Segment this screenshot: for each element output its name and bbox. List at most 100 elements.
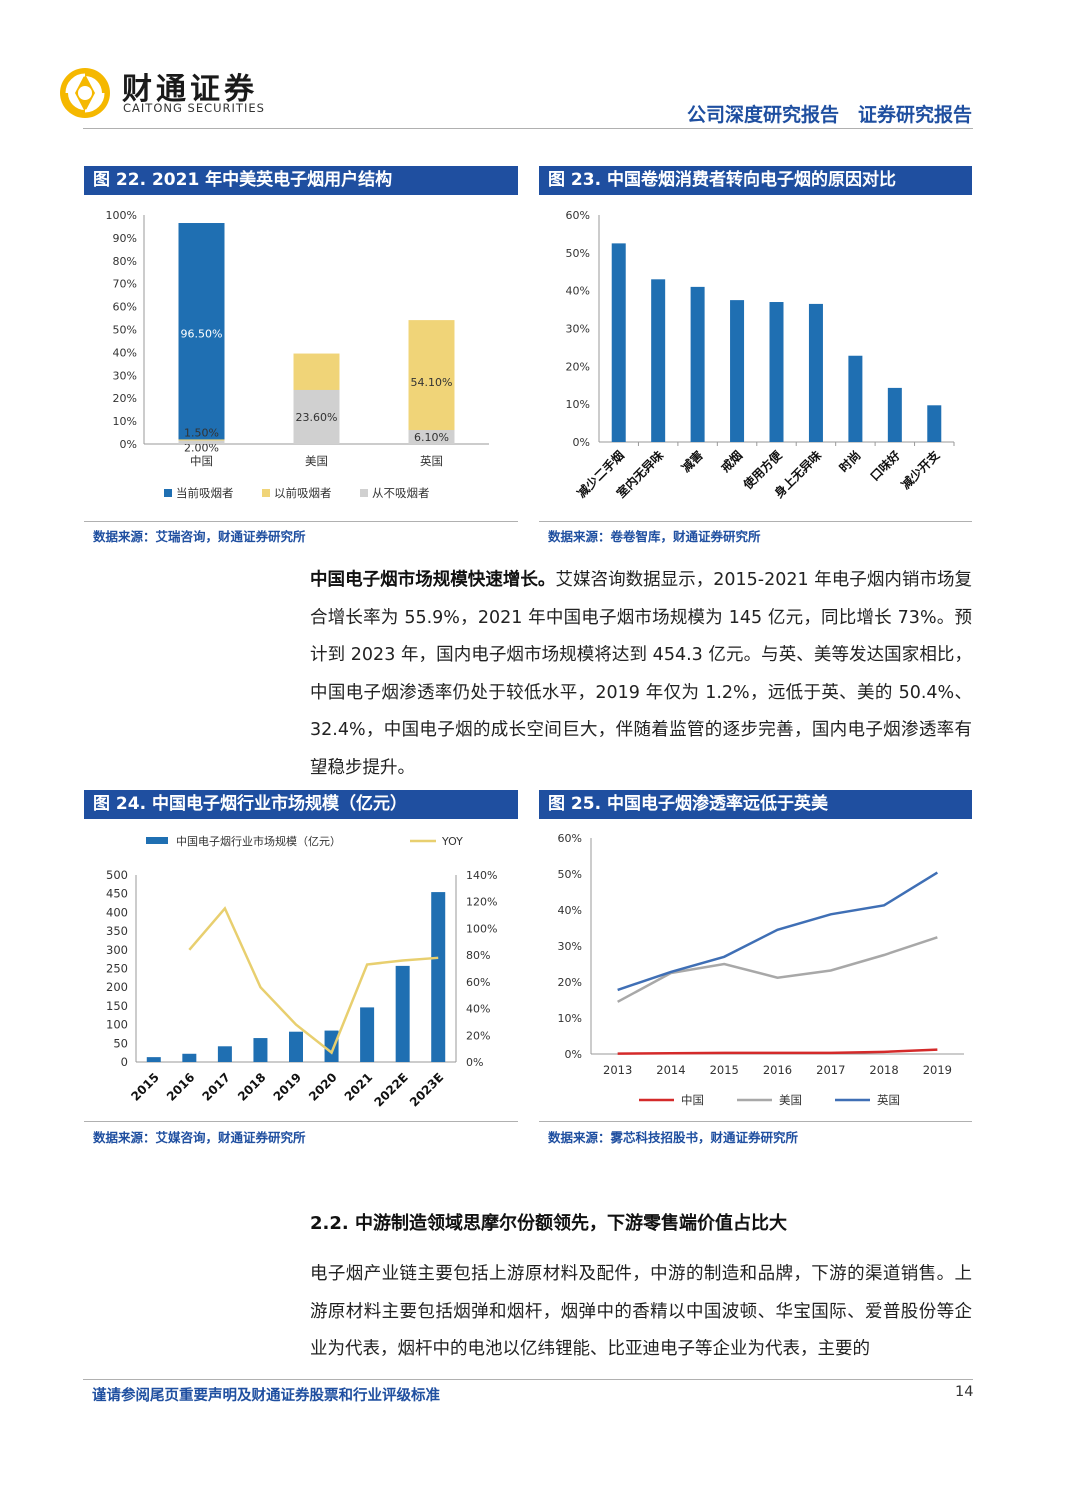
fig24-ytick-right: 20%	[466, 1029, 490, 1042]
fig22-chart: 0% 10% 20% 30% 40% 50% 60% 70% 80% 90% 100% 96.50% 2…	[106, 209, 489, 500]
fig25-series-line	[617, 936, 938, 1003]
fig25-ytick: 50%	[558, 868, 582, 881]
fig22-ytick: 50%	[113, 324, 137, 337]
fig23-source: 数据来源：卷卷智库，财通证券研究所	[548, 529, 761, 544]
fig24-source: 数据来源：艾媒咨询，财通证券研究所	[93, 1130, 306, 1145]
fig25-legend-label: 美国	[779, 1093, 802, 1107]
fig22-legend-label: 从不吸烟者	[372, 486, 430, 500]
fig24-ytick-left: 450	[106, 887, 128, 901]
fig24-ytick-right: 40%	[466, 1003, 490, 1016]
fig24-ytick-left: 100	[106, 1018, 128, 1032]
section-heading: 2.2. 中游制造领域思摩尔份额领先，下游零售端价值占比大	[310, 1213, 787, 1234]
fig24-chart: 0 50 100 150 200 250 300 350 400 450 500 0% 20% 40% 60…	[106, 834, 497, 1110]
fig25-xtick: 2019	[923, 1063, 952, 1077]
fig24-source-rule	[84, 1121, 518, 1122]
fig22-bar-segment	[178, 223, 225, 444]
fig23-ytick: 60%	[566, 209, 590, 222]
fig24-ytick-left: 200	[106, 980, 128, 994]
fig23-bar	[848, 355, 863, 442]
fig24-bar	[431, 892, 446, 1062]
fig24-ytick-left: 500	[106, 868, 128, 882]
report-type: 公司深度研究报告 证券研究报告	[686, 104, 972, 126]
fig23-bar	[887, 387, 902, 442]
fig25-series-line	[617, 871, 939, 992]
fig23-ytick: 40%	[566, 285, 590, 298]
body-paragraph-1: 中国电子烟市场规模快速增长。艾媒咨询数据显示，2015-2021 年电子烟内销市…	[310, 562, 972, 787]
fig23-category-label: 戒烟	[718, 448, 746, 476]
fig24-ytick-right: 100%	[466, 922, 497, 935]
fig25-source-rule	[539, 1121, 972, 1122]
fig24-category-label: 2019	[271, 1070, 305, 1104]
fig23-ytick: 30%	[566, 323, 590, 336]
fig24-title: 图 24. 中国电子烟行业市场规模（亿元）	[84, 790, 518, 819]
fig24-ytick-left: 400	[106, 905, 128, 919]
fig23-title: 图 23. 中国卷烟消费者转向电子烟的原因对比	[539, 166, 972, 195]
fig24-bar	[289, 1031, 303, 1062]
fig22-data-label: 96.50%	[181, 328, 223, 341]
fig25-title: 图 25. 中国电子烟渗透率远低于英美	[539, 790, 972, 819]
fig24-bar	[217, 1046, 232, 1062]
fig22-bar-segment	[408, 430, 455, 444]
fig22-ytick: 70%	[113, 278, 137, 291]
fig22-bar-segment	[293, 389, 340, 444]
fig25-xtick: 2015	[710, 1063, 739, 1077]
fig25-xtick: 2016	[763, 1063, 792, 1077]
fig22-category-label: 中国	[190, 454, 213, 468]
fig23-bar	[927, 405, 942, 442]
fig24-bar	[253, 1038, 268, 1062]
fig24-category-label: 2015	[128, 1070, 162, 1104]
fig22-bar-segment	[408, 320, 455, 444]
fig24-ytick-right: 80%	[466, 949, 490, 962]
fig25-ytick: 40%	[558, 904, 582, 917]
fig24-bar	[395, 965, 410, 1062]
fig23-bar	[808, 303, 823, 442]
fig25-source: 数据来源：雾芯科技招股书，财通证券研究所	[548, 1130, 799, 1145]
fig22-ytick: 100%	[106, 209, 137, 222]
section-paragraph: 电子烟产业链主要包括上游原材料及配件，中游的制造和品牌，下游的渠道销售。上游原材…	[310, 1264, 972, 1359]
fig23-ytick: 10%	[566, 398, 590, 411]
fig24-bar	[146, 1057, 161, 1062]
fig25-legend-label: 中国	[681, 1093, 704, 1107]
fig23-ytick: 0%	[573, 436, 590, 449]
page-number: 14	[955, 1384, 974, 1400]
header-divider	[83, 128, 973, 129]
fig23-category-label: 减少开支	[898, 447, 943, 492]
fig23-bar	[611, 243, 626, 442]
fig23-bar	[730, 300, 745, 442]
fig25-ytick: 0%	[565, 1048, 582, 1061]
fig24-yoy-line	[188, 906, 439, 1055]
fig24-ytick-left: 0	[121, 1055, 128, 1069]
fig22-ytick: 20%	[113, 392, 137, 405]
fig25-chart: 0% 10% 20% 30% 40% 50% 60% 2013 2014 2015 2016 2017…	[558, 832, 964, 1107]
brand-name-cn: 财通证券	[122, 72, 258, 107]
fig25-xtick: 2018	[869, 1063, 898, 1077]
fig22-category-label: 美国	[305, 454, 328, 468]
fig22-data-label: 54.10%	[411, 376, 453, 389]
fig22-ytick: 80%	[113, 255, 137, 268]
fig24-legend-label-bar: 中国电子烟行业市场规模（亿元）	[176, 834, 341, 848]
fig23-category-label: 减害	[678, 448, 706, 476]
fig23-ytick: 20%	[566, 360, 590, 373]
fig24-ytick-right: 60%	[466, 976, 490, 989]
body-paragraph-1-text: 艾媒咨询数据显示，2015-2021 年电子烟内销市场复合增长率为 55.9%，…	[310, 570, 973, 778]
fig22-source: 数据来源：艾瑞咨询，财通证券研究所	[93, 529, 306, 544]
fig24-category-label: 2017	[199, 1070, 233, 1104]
fig23-bar	[651, 279, 666, 442]
fig22-legend-label: 以前吸烟者	[274, 486, 332, 500]
fig24-legend-label-line: YOY	[441, 835, 463, 848]
fig22-legend-swatch	[262, 489, 270, 497]
fig25-xtick: 2017	[816, 1063, 845, 1077]
fig25-xtick: 2013	[603, 1063, 632, 1077]
fig24-ytick-left: 250	[106, 962, 128, 976]
fig22-ytick: 0%	[120, 438, 137, 451]
brand-name-en: CAITONG SECURITIES	[123, 101, 265, 115]
fig22-data-label: 23.60%	[296, 411, 338, 424]
fig24-category-label: 2018	[235, 1070, 269, 1104]
fig25-ytick: 30%	[558, 940, 582, 953]
fig24-category-label: 2022E	[371, 1070, 410, 1109]
fig24-category-label: 2016	[164, 1070, 198, 1104]
fig24-ytick-left: 300	[106, 943, 128, 957]
fig22-data-label: 6.10%	[414, 431, 449, 444]
body-paragraph-1-lead: 中国电子烟市场规模快速增长。	[310, 570, 556, 590]
